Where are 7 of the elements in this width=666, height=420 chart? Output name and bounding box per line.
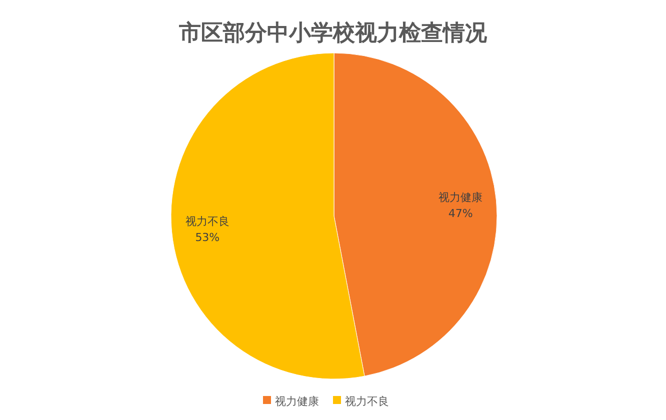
legend-label: 视力健康 [275,395,319,408]
data-label: 53% [195,230,220,244]
slice-label: 视力不良 [185,214,230,228]
chart-title: 市区部分中小学校视力检查情况 [178,20,488,46]
data-label: 47% [448,207,473,220]
slice-label: 视力健康 [438,191,483,204]
legend-label: 视力不良 [345,395,389,408]
